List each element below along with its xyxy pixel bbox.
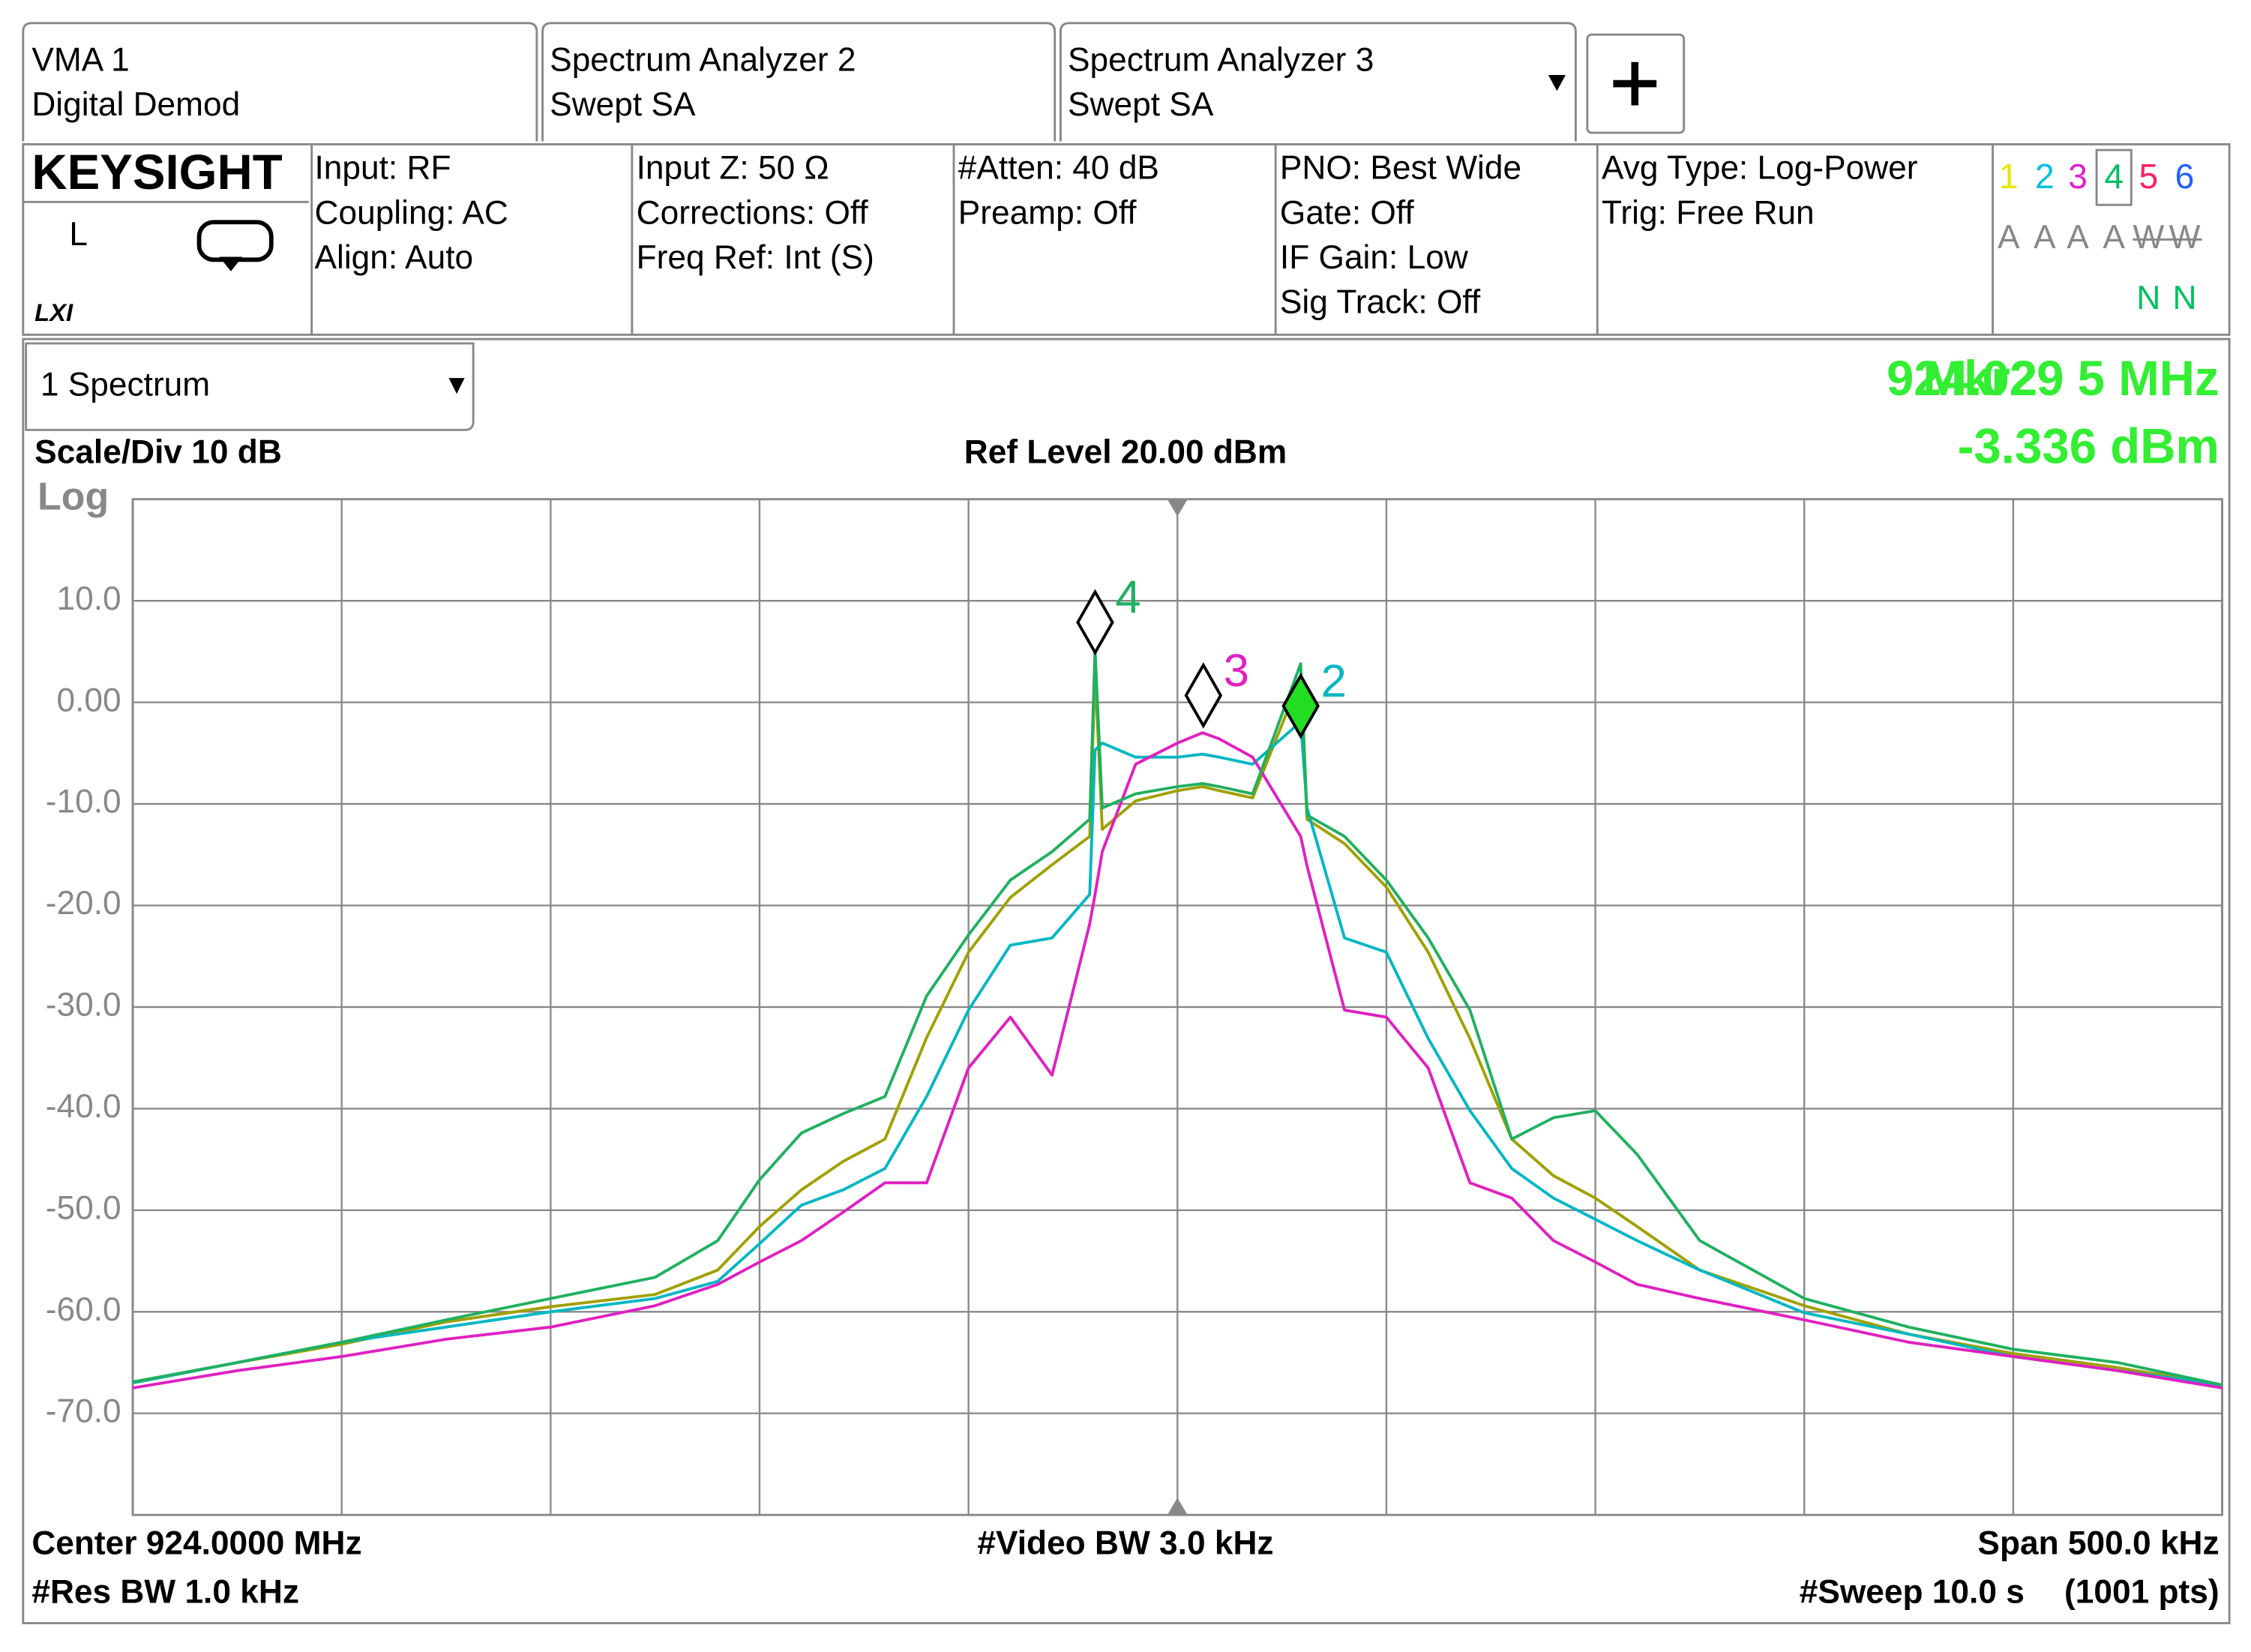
footer-center: Center 924.0000 MHz xyxy=(31,1525,361,1561)
trace-type: W xyxy=(2169,219,2201,256)
setting: Input: RF xyxy=(315,150,451,187)
trace xyxy=(132,669,2223,1387)
footer-points: (1001 pts) xyxy=(2064,1574,2220,1611)
setting: Avg Type: Log-Power xyxy=(1602,150,1918,187)
y-tick-label: -60.0 xyxy=(46,1291,121,1328)
trace-type: A xyxy=(2103,219,2125,256)
dropdown-arrow[interactable] xyxy=(1548,75,1566,91)
trace-number: 3 xyxy=(2068,157,2088,196)
trace-number: 4 xyxy=(2104,157,2124,196)
status-panel xyxy=(22,142,2231,336)
tab[interactable] xyxy=(541,22,1057,142)
trace-number: 2 xyxy=(2035,157,2055,196)
trace-detector: N xyxy=(2136,280,2160,316)
marker xyxy=(1281,673,1320,739)
tab-title: Spectrum Analyzer 3 xyxy=(1068,41,1374,78)
trace-type: A xyxy=(1998,219,2020,256)
mode-indicator: L xyxy=(69,216,88,253)
footer-span: Span 500.0 kHz xyxy=(1977,1525,2219,1561)
plus-icon xyxy=(1613,61,1657,106)
ref-level: Ref Level 20.00 dBm xyxy=(964,434,1287,471)
tab-subtitle: Digital Demod xyxy=(31,86,240,123)
trace-number: 6 xyxy=(2175,157,2195,196)
setting: Preamp: Off xyxy=(958,194,1137,231)
trace-type: A xyxy=(2067,219,2089,256)
marker xyxy=(1184,662,1223,729)
scale-type: Log xyxy=(37,475,109,518)
trace xyxy=(132,648,2223,1387)
setting: Gate: Off xyxy=(1280,194,1414,231)
tab-title: Spectrum Analyzer 2 xyxy=(550,41,856,78)
window-title: 1 Spectrum xyxy=(40,366,210,403)
y-tick-label: -10.0 xyxy=(46,784,121,820)
trace-type: W xyxy=(2133,219,2164,256)
trace-type: A xyxy=(2034,219,2056,256)
setting: #Atten: 40 dB xyxy=(958,150,1159,187)
setting: IF Gain: Low xyxy=(1280,239,1469,276)
setting: Align: Auto xyxy=(315,239,474,276)
plot: 10.0 0.00 -10.0 -20.0 -30.0 -40.0 -50.0 -60.0 -7… xyxy=(46,498,2223,1516)
marker xyxy=(1076,589,1114,656)
y-tick-label: -50.0 xyxy=(46,1190,121,1227)
sweep-icon-arrow xyxy=(219,256,243,271)
footer-rbw: #Res BW 1.0 kHz xyxy=(31,1574,299,1611)
status-dividers xyxy=(22,144,1994,335)
window-selector[interactable] xyxy=(25,342,475,431)
marker-label: Mkr2 xyxy=(1923,351,2037,406)
setting: Coupling: AC xyxy=(315,194,508,231)
setting: PNO: Best Wide xyxy=(1280,150,1521,187)
center-arrow xyxy=(1167,499,1188,517)
scale-div: Scale/Div 10 dB xyxy=(34,434,282,471)
trace-number: 1 xyxy=(1999,157,2019,196)
footer-sweep: #Sweep 10.0 s xyxy=(1800,1574,2025,1611)
y-tick-label: -30.0 xyxy=(46,987,121,1024)
dropdown-arrow[interactable] xyxy=(448,378,465,394)
trace-selected-box xyxy=(2095,148,2133,206)
y-tick-label: 0.00 xyxy=(57,682,121,718)
lxi-logo: LXI xyxy=(34,298,73,326)
tab-subtitle: Swept SA xyxy=(550,86,696,123)
settings: Input: RF Coupling: AC Align: Auto Input Z:… xyxy=(315,150,1918,321)
y-tick-label: -40.0 xyxy=(46,1088,121,1125)
marker-frequency: 924.029 5 MHz xyxy=(1887,351,2220,406)
marker-label: 3 xyxy=(1224,645,1249,697)
footer-vbw: #Video BW 3.0 kHz xyxy=(977,1525,1273,1561)
marker-amplitude: -3.336 dBm xyxy=(1958,419,2220,474)
y-tick-label: -20.0 xyxy=(46,885,121,922)
setting: Sig Track: Off xyxy=(1280,284,1481,321)
y-tick-label: 10.0 xyxy=(57,580,121,617)
y-tick-label: -70.0 xyxy=(46,1393,121,1429)
setting: Corrections: Off xyxy=(637,194,869,231)
setting: Freq Ref: Int (S) xyxy=(637,239,874,276)
trace-number: 5 xyxy=(2139,157,2159,196)
tab[interactable] xyxy=(22,22,538,142)
center-arrow xyxy=(1167,1498,1188,1516)
marker-label: 4 xyxy=(1115,571,1140,623)
tab[interactable] xyxy=(1059,22,1577,142)
tab-title: VMA 1 xyxy=(31,41,129,78)
trace-panel: 1 2 3 4 5 6A A A A W WN N xyxy=(1998,148,2202,316)
tab-subtitle: Swept SA xyxy=(1068,86,1214,123)
brand-logo: KEYSIGHT xyxy=(31,145,282,199)
trace xyxy=(132,720,2223,1387)
trace-detector: N xyxy=(2172,280,2196,316)
setting: Trig: Free Run xyxy=(1602,194,1815,231)
setting: Input Z: 50 Ω xyxy=(637,150,829,187)
trace xyxy=(132,731,2223,1390)
marker-label: 2 xyxy=(1321,655,1347,707)
